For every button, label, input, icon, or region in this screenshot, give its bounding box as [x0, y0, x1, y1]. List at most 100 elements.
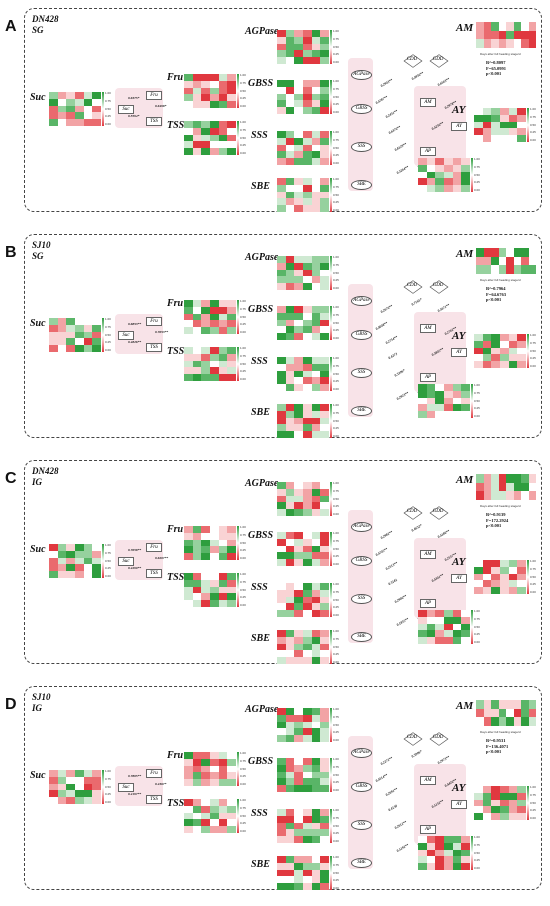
- heatmap-cell: [210, 779, 219, 786]
- heatmap-cell: [491, 128, 500, 136]
- heatmap-cell: [75, 331, 84, 339]
- label-fru: Fru: [167, 72, 184, 83]
- heatmap-cell: [294, 312, 303, 320]
- label-agpase: AGPase: [245, 26, 279, 37]
- heatmap-cell: [192, 80, 202, 88]
- heatmap-cell: [227, 546, 236, 554]
- heatmap-sss: [277, 809, 329, 843]
- sugar-path-coefficient: 0.6498*: [155, 104, 167, 108]
- colorbar-tick: 0.00: [333, 336, 339, 340]
- heatmap-cell: [227, 812, 236, 820]
- heatmap-cell: [418, 390, 427, 398]
- heatmap-cell: [311, 785, 321, 792]
- heatmap-cell: [210, 539, 219, 547]
- heatmap-cell: [294, 559, 303, 566]
- heatmap-cell: [277, 728, 286, 736]
- heatmap-cell: [210, 134, 219, 142]
- colorbar-tick: 0.50: [333, 870, 339, 875]
- heatmap-cell: [320, 708, 329, 715]
- colorbar-tick: 0.75: [474, 842, 480, 847]
- heatmap-cell: [285, 771, 295, 779]
- colorbar-tick: 1.00: [240, 572, 246, 576]
- label-sss: SSS: [251, 808, 268, 819]
- heatmap-cell: [227, 779, 236, 786]
- colorbar-tick: 0.50: [105, 558, 111, 563]
- node-am: AM: [420, 324, 436, 333]
- heatmap-cell: [294, 758, 303, 765]
- colorbar-tick: 0.50: [333, 597, 339, 602]
- heatmap-cell: [303, 151, 312, 159]
- heatmap-cell: [294, 306, 303, 313]
- heatmap-cell: [49, 797, 58, 804]
- heatmap-cell: [277, 559, 286, 566]
- heatmap-cell: [444, 164, 453, 172]
- heatmap-cell: [444, 178, 453, 186]
- heatmap-cell: [294, 764, 303, 772]
- heatmap-cell: [311, 538, 321, 546]
- heatmap-cell: [192, 327, 202, 334]
- heatmap-cell: [277, 198, 286, 206]
- heatmap-cell: [461, 630, 470, 638]
- heatmap-cell: [285, 370, 295, 378]
- heatmap-cell: [320, 856, 329, 863]
- colorbar-tick: 0.00: [240, 782, 246, 786]
- colorbar-tick: 0.75: [333, 137, 339, 142]
- heatmap-cell: [426, 397, 436, 405]
- heatmap-cell: [320, 876, 329, 884]
- colorbar: [471, 384, 473, 418]
- heatmap-cell: [482, 813, 492, 820]
- heatmap-cell: [210, 148, 219, 155]
- colorbar-tick: 0.50: [240, 766, 246, 771]
- heatmap-cell: [461, 164, 470, 172]
- heatmap-cell: [521, 717, 529, 726]
- heatmap-cell: [461, 610, 470, 617]
- colorbar: [471, 836, 473, 870]
- colorbar-tick: 0.00: [105, 800, 111, 804]
- heatmap-cell: [285, 596, 295, 604]
- heatmap-cell: [303, 728, 312, 736]
- heatmap-cell: [49, 318, 58, 325]
- colorbar-tick: 0.00: [333, 886, 339, 890]
- heatmap-cell: [294, 735, 303, 742]
- heatmap-cell: [294, 256, 303, 263]
- heatmap-cell: [75, 797, 84, 804]
- heatmap-cell: [227, 752, 236, 759]
- heatmap-cell: [303, 178, 312, 185]
- heatmap-cell: [192, 799, 202, 806]
- heatmap-cell: [435, 637, 444, 644]
- node-fru: Fru: [146, 91, 162, 100]
- heatmap-cell: [210, 526, 219, 533]
- colorbar-tick: 0.25: [240, 548, 246, 553]
- heatmap-cell: [227, 313, 236, 321]
- heatmap-cell: [277, 822, 286, 830]
- heatmap-cell: [92, 105, 101, 113]
- enzyme-column-background: [348, 284, 373, 417]
- heatmap-cell: [75, 112, 84, 120]
- heatmap-cell: [218, 94, 228, 102]
- heatmap-cell: [184, 148, 193, 155]
- node-gbss: GBSS: [351, 782, 372, 792]
- heatmap-cell: [500, 354, 509, 362]
- colorbar-tick: 0.00: [530, 590, 536, 594]
- heatmap-cell: [311, 107, 321, 114]
- cdd-label: CDD: [406, 735, 418, 740]
- label-fru: Fru: [167, 298, 184, 309]
- node-cdd: CDD: [402, 506, 423, 520]
- heatmap-cell: [508, 573, 518, 581]
- heatmap-cell: [201, 600, 210, 607]
- heatmap-cell: [83, 776, 93, 784]
- heatmap-cell: [75, 790, 84, 798]
- heatmap-cell: [285, 137, 295, 145]
- heatmap-cell: [508, 580, 518, 588]
- heatmap-cell: [227, 141, 236, 149]
- heatmap-cell: [218, 593, 228, 601]
- heatmap-cell: [320, 488, 329, 496]
- heatmap-cell: [227, 80, 236, 88]
- heatmap-cell: [66, 338, 75, 346]
- node-cdd: CDD: [402, 732, 423, 746]
- heatmap-cell: [75, 770, 84, 777]
- heatmap-cell: [483, 265, 491, 274]
- heatmap-cell: [311, 603, 321, 611]
- heatmap-cell: [277, 583, 286, 590]
- heatmap-cell: [491, 474, 499, 483]
